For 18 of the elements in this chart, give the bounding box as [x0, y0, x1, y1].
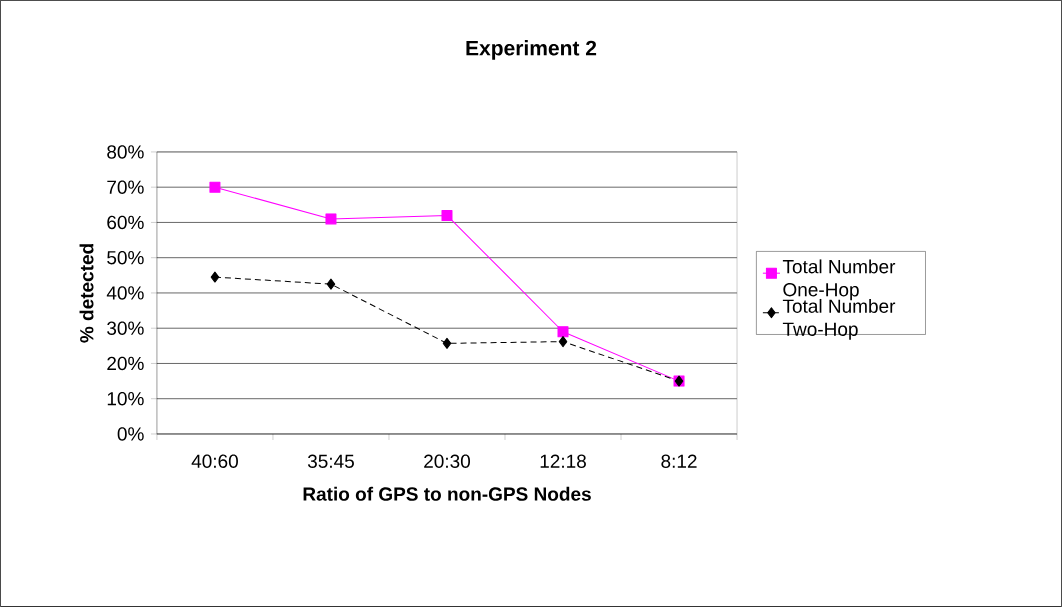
y-tick-label: 0% [117, 427, 144, 441]
y-tick-label: 20% [107, 356, 144, 371]
y-tick-label: 60% [107, 215, 144, 230]
x-axis-title: Ratio of GPS to non-GPS Nodes [303, 486, 591, 501]
y-axis-title: % detected [79, 244, 94, 343]
legend-label: Total Number Two-Hop [782, 299, 896, 340]
y-tick-label: 50% [107, 251, 144, 265]
x-tick-label: 20:30 [424, 454, 471, 469]
x-tick-label: 35:45 [307, 454, 354, 469]
y-tick-label: 40% [106, 286, 144, 300]
y-tick-label: 10% [107, 392, 144, 406]
x-tick-label: 12:18 [540, 454, 586, 469]
y-tick-label: 80% [107, 145, 144, 159]
x-tick-label: 8:12 [661, 454, 697, 469]
chart-title: Experiment 2 [466, 40, 597, 60]
y-tick-label: 70% [107, 180, 144, 194]
y-tick-label: 30% [107, 321, 144, 335]
x-tick-label: 40:60 [191, 454, 238, 469]
